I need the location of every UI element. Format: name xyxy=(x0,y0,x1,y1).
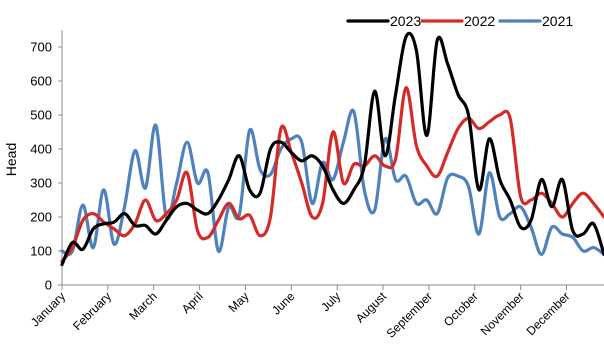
y-axis-label: Head xyxy=(3,143,19,176)
x-tick-label: March xyxy=(126,289,159,322)
x-tick-label: September xyxy=(384,289,435,340)
y-tick-label: 500 xyxy=(30,108,52,123)
legend-label-2021: 2021 xyxy=(542,13,573,29)
y-tick-label: 600 xyxy=(30,74,52,89)
x-tick-label: December xyxy=(524,289,573,338)
x-tick-label: February xyxy=(70,289,114,333)
series-line-2021 xyxy=(60,108,604,256)
series-layer xyxy=(60,31,604,267)
x-tick-label: October xyxy=(441,289,481,329)
x-tick-label: June xyxy=(269,289,298,318)
x-tick-label: April xyxy=(179,289,206,316)
legend-label-2023: 2023 xyxy=(390,13,421,29)
x-tick-label: July xyxy=(318,289,343,314)
legend: 2023 2022 2021 xyxy=(346,13,573,29)
y-tick-label: 300 xyxy=(30,176,52,191)
x-tick-label: August xyxy=(353,289,390,326)
y-axis: 0 100 200 300 400 500 600 700 xyxy=(30,30,63,293)
y-tick-label: 400 xyxy=(30,142,52,157)
legend-label-2022: 2022 xyxy=(464,13,495,29)
x-axis: January February March April May June July Augu… xyxy=(28,284,604,341)
series-line-2023 xyxy=(60,31,604,267)
x-tick-label: November xyxy=(478,289,527,338)
x-tick-label: January xyxy=(28,289,68,329)
x-tick-label: May xyxy=(226,289,252,315)
y-tick-label: 0 xyxy=(45,278,52,293)
y-tick-label: 700 xyxy=(30,40,52,55)
series-line-2022 xyxy=(60,86,604,263)
y-tick-label: 200 xyxy=(30,210,52,225)
y-tick-label: 100 xyxy=(30,244,52,259)
